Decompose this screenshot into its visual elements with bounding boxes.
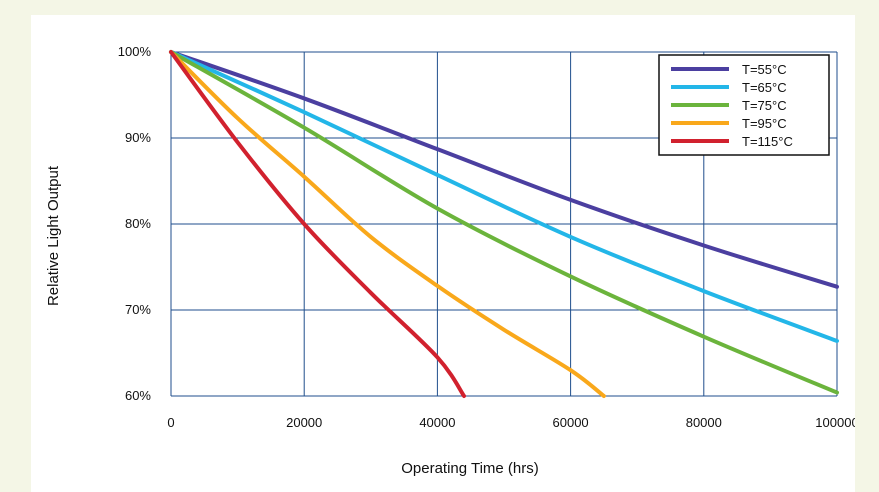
legend-label: T=115°C (742, 134, 793, 149)
legend-label: T=95°C (742, 116, 787, 131)
y-axis-title: Relative Light Output (45, 165, 62, 306)
y-tick-label: 80% (125, 216, 151, 231)
series-line-5 (169, 50, 467, 398)
x-tick-label: 0 (167, 415, 174, 430)
grid (170, 51, 838, 397)
chart-canvas: 100% 90% 80% 70% 60% 0 20000 40000 60000 80000 10… (45, 44, 855, 477)
legend: T=55°C T=65°C T=75°C T=95°C T=115°C (658, 54, 830, 156)
y-tick-labels: 100% 90% 80% 70% 60% (118, 44, 152, 403)
y-tick-label: 90% (125, 130, 151, 145)
series-lines (169, 50, 839, 398)
x-tick-label: 80000 (686, 415, 722, 430)
x-axis-title: Operating Time (hrs) (401, 460, 539, 477)
chart-frame: 100% 90% 80% 70% 60% 0 20000 40000 60000 80000 10… (31, 15, 855, 492)
series-line-4 (169, 50, 606, 398)
x-tick-labels: 0 20000 40000 60000 80000 100000 (167, 415, 855, 430)
y-tick-label: 60% (125, 388, 151, 403)
series-line-2 (169, 50, 839, 343)
legend-label: T=65°C (742, 80, 787, 95)
series-line-3 (169, 50, 839, 395)
y-tick-label: 100% (118, 44, 152, 59)
series-line-1 (169, 50, 839, 289)
x-tick-label: 60000 (553, 415, 589, 430)
legend-label: T=75°C (742, 98, 787, 113)
x-tick-label: 40000 (419, 415, 455, 430)
x-tick-label: 20000 (286, 415, 322, 430)
legend-label: T=55°C (742, 62, 787, 77)
x-tick-label: 100000 (815, 415, 855, 430)
y-tick-label: 70% (125, 302, 151, 317)
